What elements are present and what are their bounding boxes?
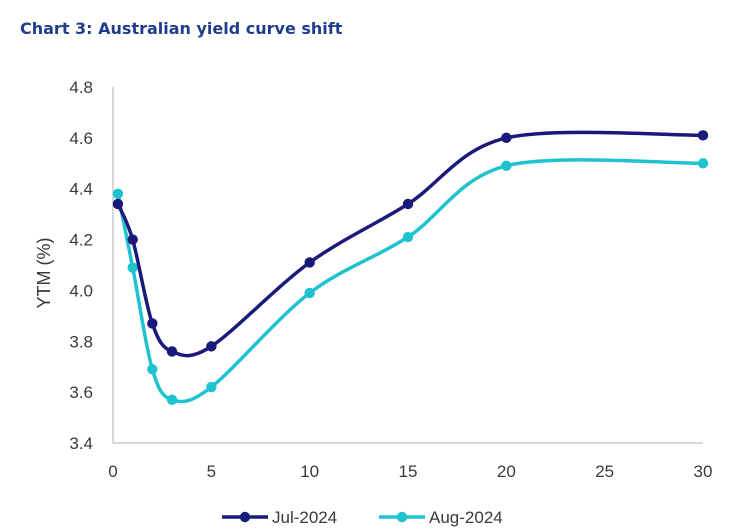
data-point-aug-2024	[127, 262, 138, 273]
series-line-jul-2024	[116, 130, 705, 358]
x-tick-label: 15	[399, 462, 418, 481]
x-tick-label: 0	[108, 462, 117, 481]
data-point-jul-2024	[501, 132, 512, 144]
data-point-aug-2024	[402, 231, 414, 243]
y-tick-label: 4.0	[69, 281, 93, 300]
y-tick-label: 3.4	[69, 434, 93, 453]
data-point-aug-2024	[501, 160, 512, 172]
x-tick-label: 20	[497, 462, 516, 481]
data-point-aug-2024	[112, 188, 124, 199]
x-tick-label: 10	[300, 462, 319, 481]
data-point-jul-2024	[206, 341, 217, 352]
data-point-aug-2024	[206, 381, 217, 393]
legend-label: Aug-2024	[429, 508, 503, 527]
y-tick-label: 3.6	[69, 383, 93, 402]
data-point-jul-2024	[112, 198, 124, 210]
y-tick-label: 4.6	[69, 129, 93, 148]
y-tick-label: 3.8	[69, 332, 93, 351]
data-point-jul-2024	[697, 130, 709, 141]
data-point-aug-2024	[147, 364, 158, 375]
y-tick-label: 4.4	[69, 180, 93, 199]
series-jul-2024	[112, 130, 709, 358]
y-tick-labels: 3.4 3.6 3.8 4.0 4.2 4.4 4.6 4.8	[69, 78, 93, 453]
data-point-aug-2024	[304, 287, 315, 299]
data-point-jul-2024	[147, 318, 158, 329]
y-axis-label: YTM (%)	[34, 238, 54, 309]
x-tick-labels: 0 5 10 15 20 25 30	[108, 462, 712, 481]
data-point-jul-2024	[166, 346, 178, 357]
data-point-jul-2024	[127, 234, 138, 245]
data-point-jul-2024	[304, 257, 315, 268]
x-tick-label: 25	[595, 462, 614, 481]
data-point-aug-2024	[697, 158, 709, 169]
axes	[112, 87, 703, 444]
legend-item-jul-2024: Jul-2024	[222, 508, 337, 527]
series-line-aug-2024	[116, 158, 705, 404]
legend-swatch-marker	[396, 511, 408, 523]
data-point-aug-2024	[166, 394, 178, 405]
data-point-jul-2024	[402, 198, 414, 210]
series-aug-2024	[112, 158, 709, 405]
x-tick-label: 30	[694, 462, 713, 481]
y-tick-label: 4.8	[69, 78, 93, 97]
chart-title: Chart 3: Australian yield curve shift	[20, 19, 343, 38]
y-tick-label: 4.2	[69, 231, 93, 250]
series-group	[112, 130, 709, 405]
legend-item-aug-2024: Aug-2024	[379, 508, 503, 527]
legend-swatch-marker	[239, 511, 251, 523]
legend: Jul-2024 Aug-2024	[222, 508, 503, 527]
x-tick-label: 5	[207, 462, 216, 481]
legend-label: Jul-2024	[272, 508, 337, 527]
